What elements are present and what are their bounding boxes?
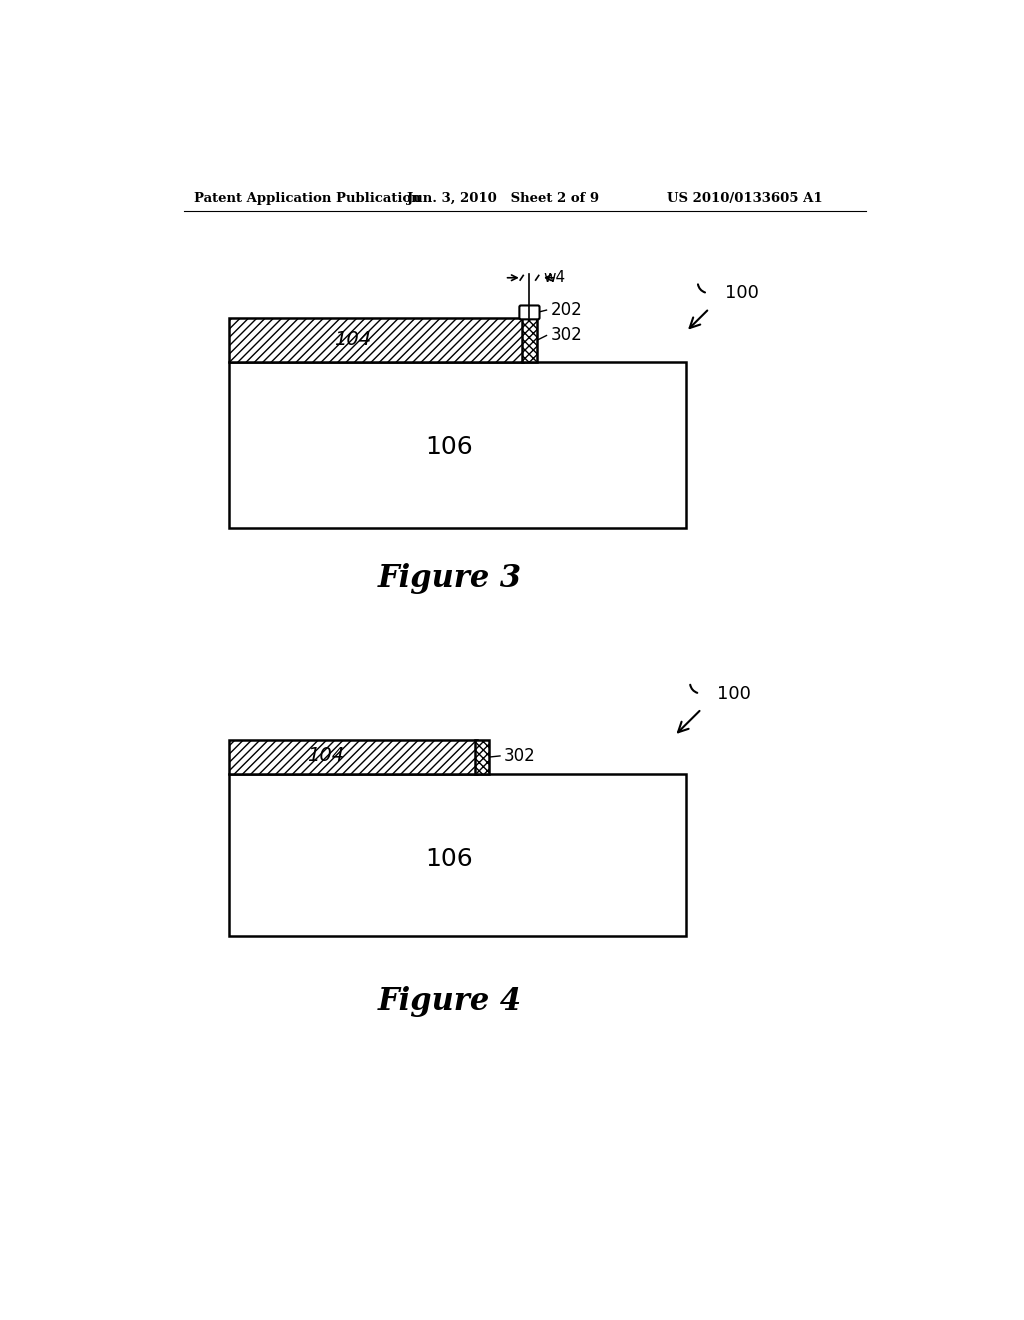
FancyBboxPatch shape: [519, 305, 540, 319]
Text: 302: 302: [550, 326, 582, 345]
Text: 302: 302: [504, 747, 536, 764]
Bar: [475, 739, 489, 775]
Bar: [228, 318, 523, 363]
Text: 202: 202: [550, 301, 582, 319]
Text: 100: 100: [725, 284, 759, 302]
Text: Patent Application Publication: Patent Application Publication: [194, 191, 421, 205]
Text: US 2010/0133605 A1: US 2010/0133605 A1: [667, 191, 822, 205]
Text: Figure 3: Figure 3: [378, 562, 521, 594]
Text: w4: w4: [544, 271, 565, 285]
Bar: [228, 739, 477, 775]
Text: 104: 104: [334, 330, 372, 348]
Text: 106: 106: [426, 436, 473, 459]
Text: Jun. 3, 2010   Sheet 2 of 9: Jun. 3, 2010 Sheet 2 of 9: [407, 191, 599, 205]
Text: 106: 106: [426, 847, 473, 871]
Text: 104: 104: [307, 746, 344, 766]
Text: 100: 100: [717, 685, 751, 702]
Bar: [228, 775, 686, 936]
Text: Figure 4: Figure 4: [378, 986, 521, 1016]
Bar: [521, 318, 538, 363]
Bar: [228, 363, 686, 528]
